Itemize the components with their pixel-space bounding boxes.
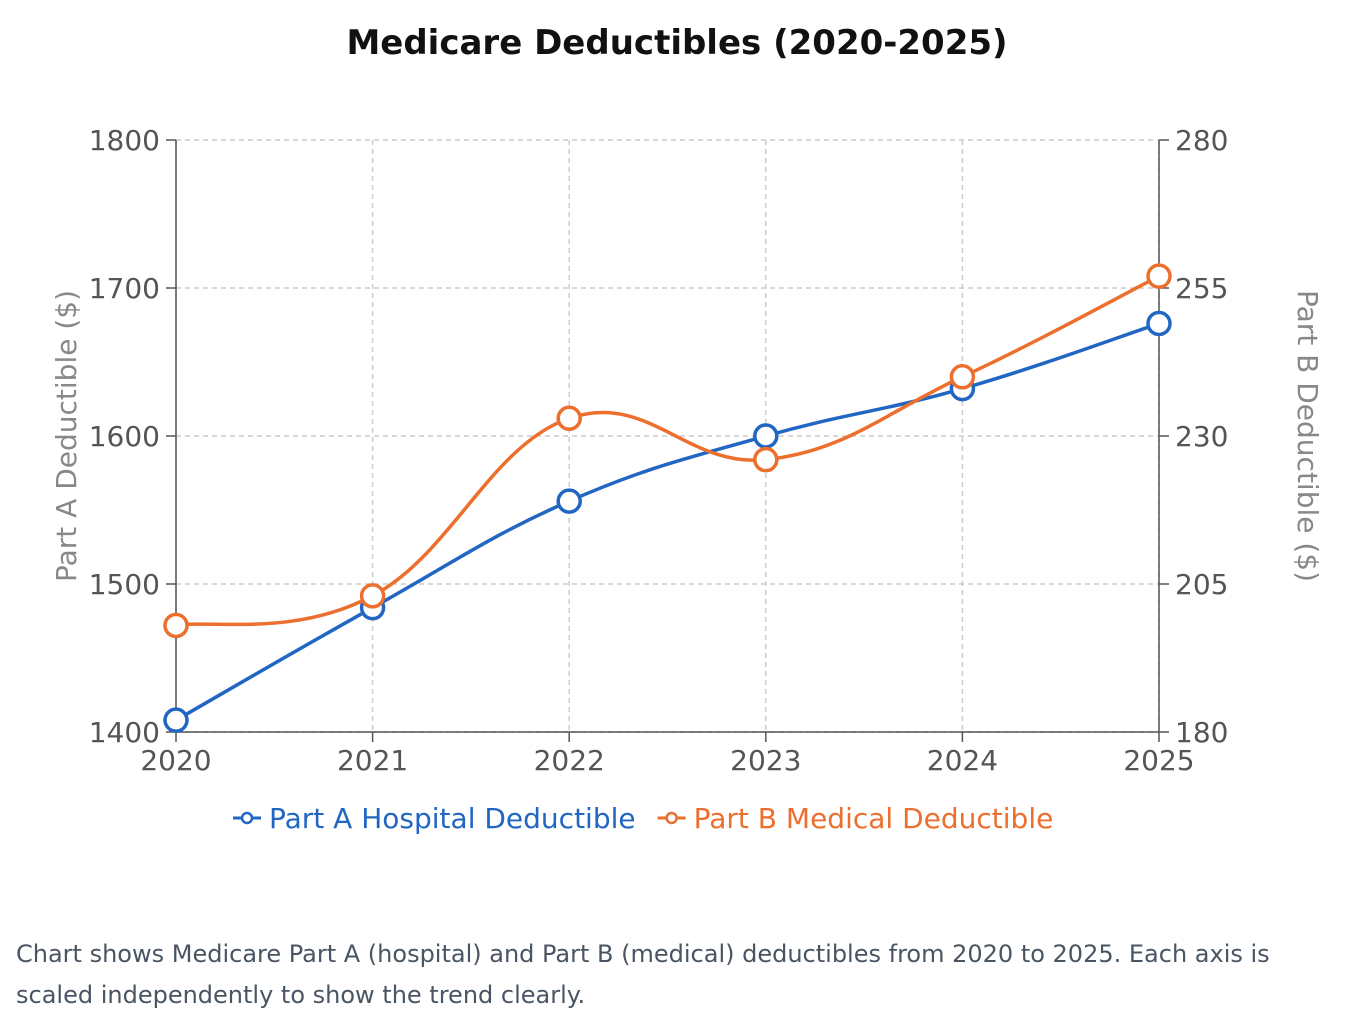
- y-left-tick-label: 1800: [89, 124, 160, 157]
- series-line: [174, 274, 1161, 628]
- x-tick-label: 2025: [1123, 744, 1194, 777]
- series-line: [174, 321, 1161, 722]
- legend-marker-icon: [240, 811, 254, 825]
- data-point: [1146, 310, 1172, 337]
- chart-title: Medicare Deductibles (2020-2025): [346, 23, 1007, 63]
- data-point: [949, 364, 976, 390]
- y-left-tick-label: 1700: [89, 272, 160, 305]
- data-point: [556, 405, 582, 431]
- data-point: [163, 707, 189, 733]
- y-right-tick-label: 180: [1175, 716, 1228, 749]
- chart-caption: Chart shows Medicare Part A (hospital) a…: [16, 940, 1270, 1009]
- y-right-tick-label: 205: [1175, 568, 1228, 601]
- legend-item[interactable]: Part A Hospital Deductible: [233, 802, 636, 835]
- y-left-tick-label: 1400: [89, 716, 160, 749]
- series-part-b: [163, 263, 1172, 639]
- series-part-a: [163, 310, 1172, 733]
- legend-marker-icon: [665, 811, 678, 825]
- data-point: [753, 423, 779, 449]
- data-point: [1146, 263, 1172, 289]
- medicare-deductibles-chart: Medicare Deductibles (2020-2025) 1400 150…: [50, 23, 1324, 835]
- y-left-tick-label: 1500: [89, 568, 160, 601]
- data-point: [556, 488, 582, 514]
- legend[interactable]: Part A Hospital Deductible Part B Medical…: [233, 802, 1053, 835]
- y-right-tick-label: 255: [1175, 272, 1228, 305]
- legend-label: Part A Hospital Deductible: [269, 802, 636, 835]
- legend-label: Part B Medical Deductible: [694, 802, 1054, 835]
- legend-item[interactable]: Part B Medical Deductible: [657, 802, 1054, 835]
- y-left-tick-label: 1600: [89, 420, 160, 453]
- series-lines: [163, 263, 1172, 733]
- y-right-tick-label: 230: [1175, 420, 1228, 453]
- grid-lines: [175, 139, 1160, 733]
- y-axis-right-title: Part B Deductible ($): [1291, 290, 1324, 582]
- x-tick-label: 2022: [534, 744, 605, 777]
- data-point: [753, 446, 779, 473]
- data-point: [359, 583, 386, 609]
- y-right-tick-label: 280: [1175, 124, 1228, 157]
- y-axis-left-title: Part A Deductible ($): [50, 290, 83, 582]
- axes: 1400 1500 1600 1700 1800 180 205 230 255 280 2020 2…: [50, 124, 1324, 777]
- x-tick-label: 2023: [730, 744, 801, 777]
- data-point: [163, 612, 189, 639]
- x-tick-label: 2021: [337, 744, 408, 777]
- x-tick-label: 2024: [927, 744, 998, 777]
- x-tick-label: 2020: [140, 744, 211, 777]
